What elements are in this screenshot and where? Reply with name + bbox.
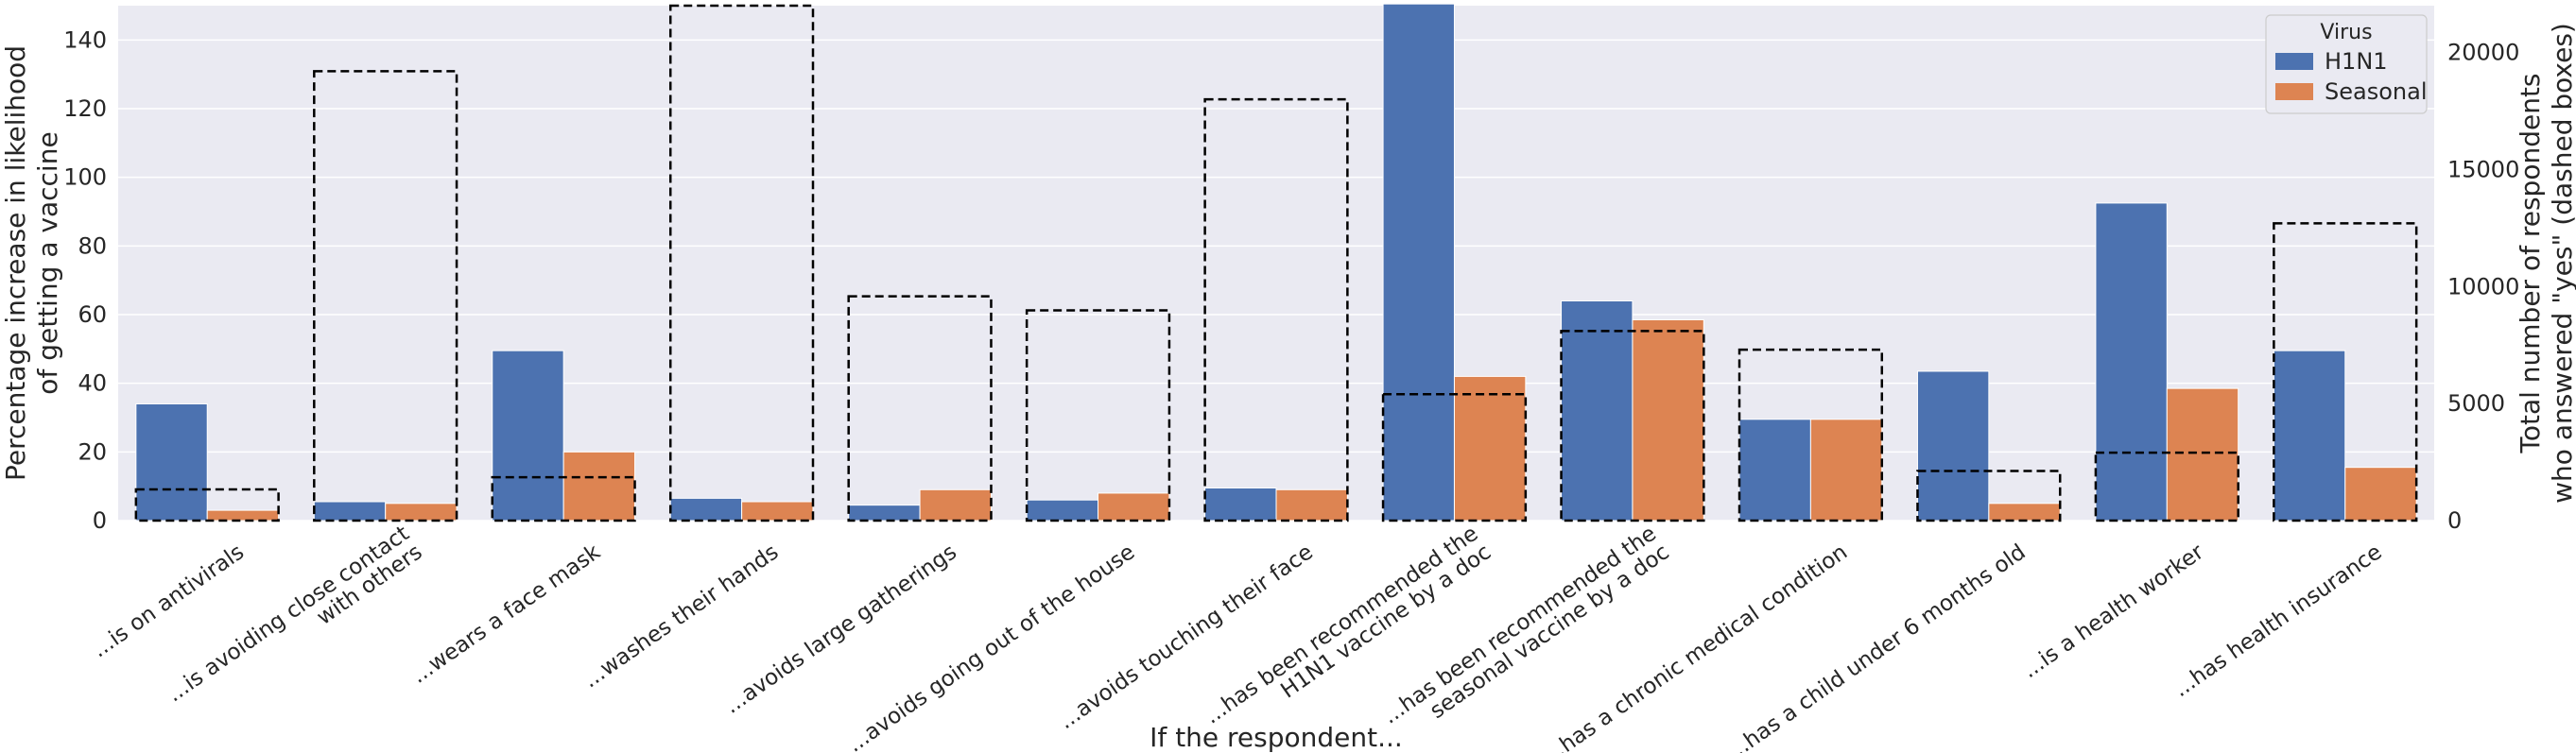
bar-seasonal — [562, 451, 636, 522]
x-axis-title: If the respondent... — [1150, 722, 1403, 753]
legend-label-seasonal: Seasonal — [2325, 78, 2427, 105]
bar-seasonal — [1988, 503, 2061, 522]
bar-seasonal — [2166, 387, 2239, 522]
bar-seasonal — [385, 503, 458, 522]
right-axis-ticks: 0 5000 10000 15000 20000 — [2447, 40, 2519, 534]
y2-tick-label: 10000 — [2447, 273, 2519, 299]
bar-h1n1 — [1382, 3, 1455, 522]
bar-seasonal — [2344, 467, 2417, 522]
y-axis-title: Percentage increase in likelihoodof gett… — [0, 45, 63, 481]
category-label: ...wears a face mask — [407, 539, 606, 689]
legend-title: Virus — [2320, 21, 2372, 44]
category-label: ...is a health worker — [2018, 539, 2209, 683]
bar-seasonal — [1632, 318, 1704, 522]
category-label: ...avoids going out of the house — [843, 539, 1139, 753]
total-yes-box — [1203, 97, 1349, 522]
bar-h1n1 — [313, 501, 387, 522]
bar-seasonal — [1809, 419, 1883, 522]
total-yes-box — [134, 488, 280, 522]
total-yes-box — [1560, 330, 1705, 522]
total-yes-box — [668, 4, 815, 522]
svg-text:...has a child under 6 months: ...has a child under 6 months old — [1722, 539, 2030, 753]
total-yes-box — [2094, 451, 2239, 522]
bar-h1n1 — [2273, 350, 2346, 522]
y2-axis-title: Total number of respondentswho answered … — [2515, 23, 2576, 504]
bar-h1n1 — [492, 350, 564, 522]
y-tick-label: 40 — [78, 370, 107, 397]
bar-h1n1 — [135, 402, 208, 522]
category-label: ...washes their hands — [579, 539, 783, 693]
svg-text:...wears a face mask: ...wears a face mask — [407, 539, 606, 689]
legend-swatch-h1n1 — [2275, 53, 2313, 70]
y-tick-label: 80 — [78, 232, 107, 259]
bar-seasonal — [1098, 492, 1170, 522]
total-yes-box — [1381, 392, 1528, 522]
y-tick-label: 0 — [93, 507, 107, 534]
y-tick-label: 60 — [78, 301, 107, 328]
legend: Virus H1N1 Seasonal — [2265, 14, 2428, 114]
total-yes-box — [1025, 309, 1171, 522]
total-yes-box — [2273, 222, 2418, 522]
left-axis-ticks: 0 20 40 60 80 100 120 140 — [63, 26, 107, 534]
bar-h1n1 — [2095, 202, 2168, 522]
y-tick-label: 100 — [63, 164, 107, 191]
y2-tick-label: 15000 — [2447, 156, 2519, 182]
bar-h1n1 — [1561, 299, 1634, 522]
bar-h1n1 — [1204, 487, 1277, 522]
category-label: ...is avoiding close contactwith others — [163, 522, 426, 726]
total-yes-box — [847, 295, 993, 522]
svg-text:...is a health worker: ...is a health worker — [2018, 539, 2209, 683]
legend-label-h1n1: H1N1 — [2325, 48, 2388, 75]
bar-h1n1 — [1916, 370, 1990, 522]
total-yes-box — [313, 70, 458, 522]
bar-h1n1 — [669, 497, 743, 522]
category-labels: ...is on antivirals...is avoiding close … — [88, 522, 2387, 753]
total-yes-box — [1916, 470, 2062, 522]
plot-background — [118, 6, 2434, 521]
bar-seasonal — [919, 488, 992, 522]
category-label: ...has a child under 6 months old — [1722, 539, 2030, 753]
bar-seasonal — [1453, 375, 1527, 522]
svg-text:...avoids going out of the hou: ...avoids going out of the house — [843, 539, 1139, 753]
svg-text:...washes their hands: ...washes their hands — [579, 539, 783, 693]
bar-seasonal — [206, 509, 280, 522]
bar-seasonal — [741, 501, 814, 522]
total-yes-box — [491, 475, 636, 522]
bar-h1n1 — [1738, 419, 1811, 522]
bars — [135, 3, 2417, 522]
legend-swatch-seasonal — [2275, 83, 2313, 100]
y2-tick-label: 5000 — [2447, 390, 2505, 417]
bar-h1n1 — [848, 505, 921, 522]
y2-tick-label: 0 — [2447, 507, 2462, 534]
dashed-boxes — [134, 4, 2418, 522]
bar-seasonal — [1275, 488, 1348, 522]
y-tick-label: 140 — [63, 26, 107, 53]
bar-h1n1 — [1026, 499, 1099, 522]
svg-text:...is avoiding close contactwi: ...is avoiding close contactwith others — [163, 522, 426, 726]
total-yes-box — [1738, 348, 1884, 522]
y-tick-label: 120 — [63, 95, 107, 122]
y-tick-label: 20 — [78, 438, 107, 465]
y2-tick-label: 20000 — [2447, 40, 2519, 66]
